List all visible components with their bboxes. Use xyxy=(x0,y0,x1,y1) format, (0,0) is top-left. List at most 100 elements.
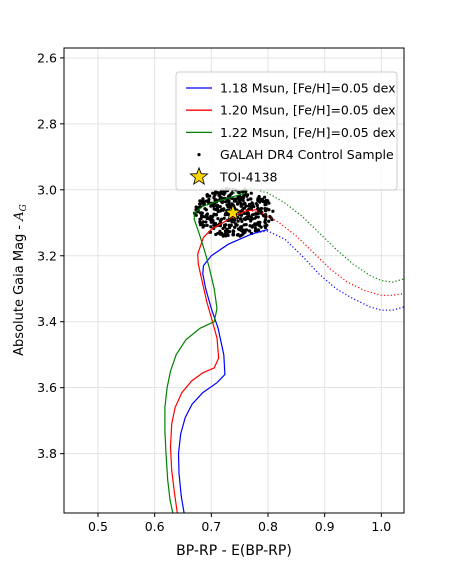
control-sample-point xyxy=(216,208,220,212)
control-sample-point xyxy=(244,189,248,194)
control-sample-point xyxy=(233,218,237,222)
control-sample-point xyxy=(243,202,247,206)
control-sample-point xyxy=(243,217,247,222)
control-sample-point xyxy=(267,219,271,223)
legend-box xyxy=(175,71,398,191)
control-sample-point xyxy=(231,233,235,237)
control-sample-point xyxy=(233,225,237,230)
control-sample-point xyxy=(245,212,249,216)
series-line-solid-2 xyxy=(169,209,257,513)
control-sample-point xyxy=(216,203,220,208)
control-sample-point xyxy=(205,223,209,228)
control-sample-point xyxy=(198,202,202,206)
control-sample-point xyxy=(240,219,244,223)
control-sample-point xyxy=(208,194,212,198)
control-sample-point xyxy=(214,232,218,237)
y-axis-title: Absolute Gaia Mag - AG xyxy=(12,204,29,356)
control-sample-point xyxy=(209,225,213,229)
control-sample-point xyxy=(214,213,219,217)
control-sample-point xyxy=(205,212,210,216)
control-sample-point xyxy=(240,229,244,233)
y-tick-label: 3.0 xyxy=(37,182,57,197)
legend: 1.18 Msun, [Fe/H]=0.05 dex 1.20 Msun, [Fe… xyxy=(175,71,398,191)
control-sample-point xyxy=(217,193,221,197)
legend-star-marker xyxy=(189,166,209,186)
control-sample-point xyxy=(239,217,243,221)
control-sample-point xyxy=(263,199,267,203)
control-sample-point xyxy=(229,192,233,196)
control-sample-point xyxy=(239,225,243,229)
control-sample-point xyxy=(259,225,263,229)
control-sample-point xyxy=(250,217,255,221)
control-sample-point xyxy=(218,205,222,209)
control-sample-point xyxy=(235,202,240,206)
control-sample-point xyxy=(242,206,247,210)
control-sample-point xyxy=(223,229,228,233)
control-sample-point xyxy=(253,226,257,230)
control-sample-point xyxy=(239,233,243,237)
series-line-solid-3 xyxy=(164,192,246,513)
control-sample-point xyxy=(211,191,215,195)
control-sample-point xyxy=(222,216,226,220)
control-sample-point xyxy=(239,196,243,200)
control-sample-point xyxy=(204,220,208,224)
control-sample-point xyxy=(209,204,213,208)
control-sample-point xyxy=(236,232,240,237)
control-sample-point xyxy=(263,195,267,199)
control-sample-point xyxy=(201,197,205,201)
control-sample-point xyxy=(254,215,258,219)
legend-label: 1.18 Msun, [Fe/H]=0.05 dex xyxy=(220,81,396,96)
control-sample-point xyxy=(254,212,258,216)
control-sample-point xyxy=(211,214,215,219)
control-sample-point xyxy=(256,196,260,200)
control-sample-point xyxy=(250,201,254,205)
control-sample-point xyxy=(255,203,260,208)
control-sample-point xyxy=(204,199,208,203)
y-tick-label: 2.8 xyxy=(37,116,57,131)
series-line-dotted-2 xyxy=(245,209,404,296)
control-sample-point xyxy=(226,233,230,237)
control-sample-point xyxy=(249,191,253,195)
control-sample-point xyxy=(265,207,269,211)
control-sample-point xyxy=(249,197,253,201)
legend-label: GALAH DR4 Control Sample xyxy=(220,147,394,162)
control-sample-point xyxy=(203,207,207,211)
control-sample-point xyxy=(224,223,228,227)
control-sample-point xyxy=(255,222,259,226)
control-sample-point xyxy=(223,191,227,195)
control-sample-point xyxy=(271,209,275,213)
control-sample-point xyxy=(199,216,203,221)
control-sample-point xyxy=(205,193,209,197)
control-sample-point xyxy=(223,231,227,236)
control-sample-point xyxy=(250,213,255,217)
control-sample-point xyxy=(249,219,253,223)
x-tick-label: 0.7 xyxy=(201,519,221,534)
control-sample-point xyxy=(230,217,234,221)
control-sample-point xyxy=(245,194,249,198)
legend-label: 1.20 Msun, [Fe/H]=0.05 dex xyxy=(220,103,396,118)
control-sample-point xyxy=(224,200,228,204)
series-line-dotted-1 xyxy=(256,230,404,311)
control-sample-point xyxy=(201,202,205,206)
legend-label: TOI-4138 xyxy=(219,169,278,184)
y-tick-label: 2.6 xyxy=(37,50,57,65)
x-axis-title: BP-RP - E(BP-RP) xyxy=(176,543,292,559)
plot-frame xyxy=(63,47,405,514)
control-sample-point xyxy=(221,233,225,237)
control-sample-point xyxy=(263,225,268,230)
control-sample-point xyxy=(234,197,238,202)
control-sample-point xyxy=(221,200,225,204)
control-sample-point xyxy=(232,229,236,234)
control-sample-point xyxy=(219,217,224,221)
control-sample-point xyxy=(237,190,241,195)
legend-label: 1.22 Msun, [Fe/H]=0.05 dex xyxy=(220,125,396,140)
control-sample-point xyxy=(248,224,252,228)
series-line-dotted-3 xyxy=(233,187,404,283)
x-tick-label: 0.8 xyxy=(258,519,278,534)
control-sample-point xyxy=(228,205,232,210)
control-sample-point xyxy=(237,198,242,202)
control-sample-point xyxy=(227,199,231,204)
y-tick-label: 3.4 xyxy=(37,314,57,329)
control-sample-point xyxy=(264,202,268,207)
